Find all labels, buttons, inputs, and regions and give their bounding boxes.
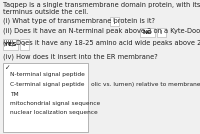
Text: ✓: ✓ [5, 65, 10, 71]
Text: TM: TM [10, 92, 19, 97]
FancyBboxPatch shape [3, 63, 88, 132]
Text: (iii) Does it have any 18-25 amino acid wide peaks above 2 on a Kyte-Doolittle p: (iii) Does it have any 18-25 amino acid … [3, 39, 200, 46]
Text: (ii) Does it have an N-terminal peak above 2 on a Kyte-Doolittle plot?: (ii) Does it have an N-terminal peak abo… [3, 28, 200, 34]
Text: nuclear localization sequence: nuclear localization sequence [10, 110, 98, 115]
Text: II: II [113, 18, 116, 23]
Text: C-terminal signal peptide: C-terminal signal peptide [10, 82, 84, 87]
Text: YES: YES [4, 42, 17, 47]
FancyBboxPatch shape [20, 39, 29, 50]
Text: II: II [23, 42, 26, 47]
FancyBboxPatch shape [110, 17, 119, 26]
FancyBboxPatch shape [140, 28, 155, 37]
FancyBboxPatch shape [3, 39, 18, 50]
Text: NO: NO [143, 30, 152, 35]
Text: olic vs. lumen) relative to membranes of:: olic vs. lumen) relative to membranes of… [91, 82, 200, 87]
Text: (iv) How does it insert into the ER membrane?: (iv) How does it insert into the ER memb… [3, 54, 158, 60]
Text: II: II [160, 30, 163, 35]
Text: terminus outside the cell.: terminus outside the cell. [3, 9, 88, 15]
Text: Taqpep is a single transmembrane domain protein, with its protease domain and C-: Taqpep is a single transmembrane domain … [3, 2, 200, 8]
FancyBboxPatch shape [157, 28, 166, 37]
Text: mitochondrial signal sequence: mitochondrial signal sequence [10, 101, 100, 106]
Text: N-terminal signal peptide: N-terminal signal peptide [10, 72, 85, 77]
Text: (i) What type of transmembrane protein is it?: (i) What type of transmembrane protein i… [3, 17, 155, 23]
